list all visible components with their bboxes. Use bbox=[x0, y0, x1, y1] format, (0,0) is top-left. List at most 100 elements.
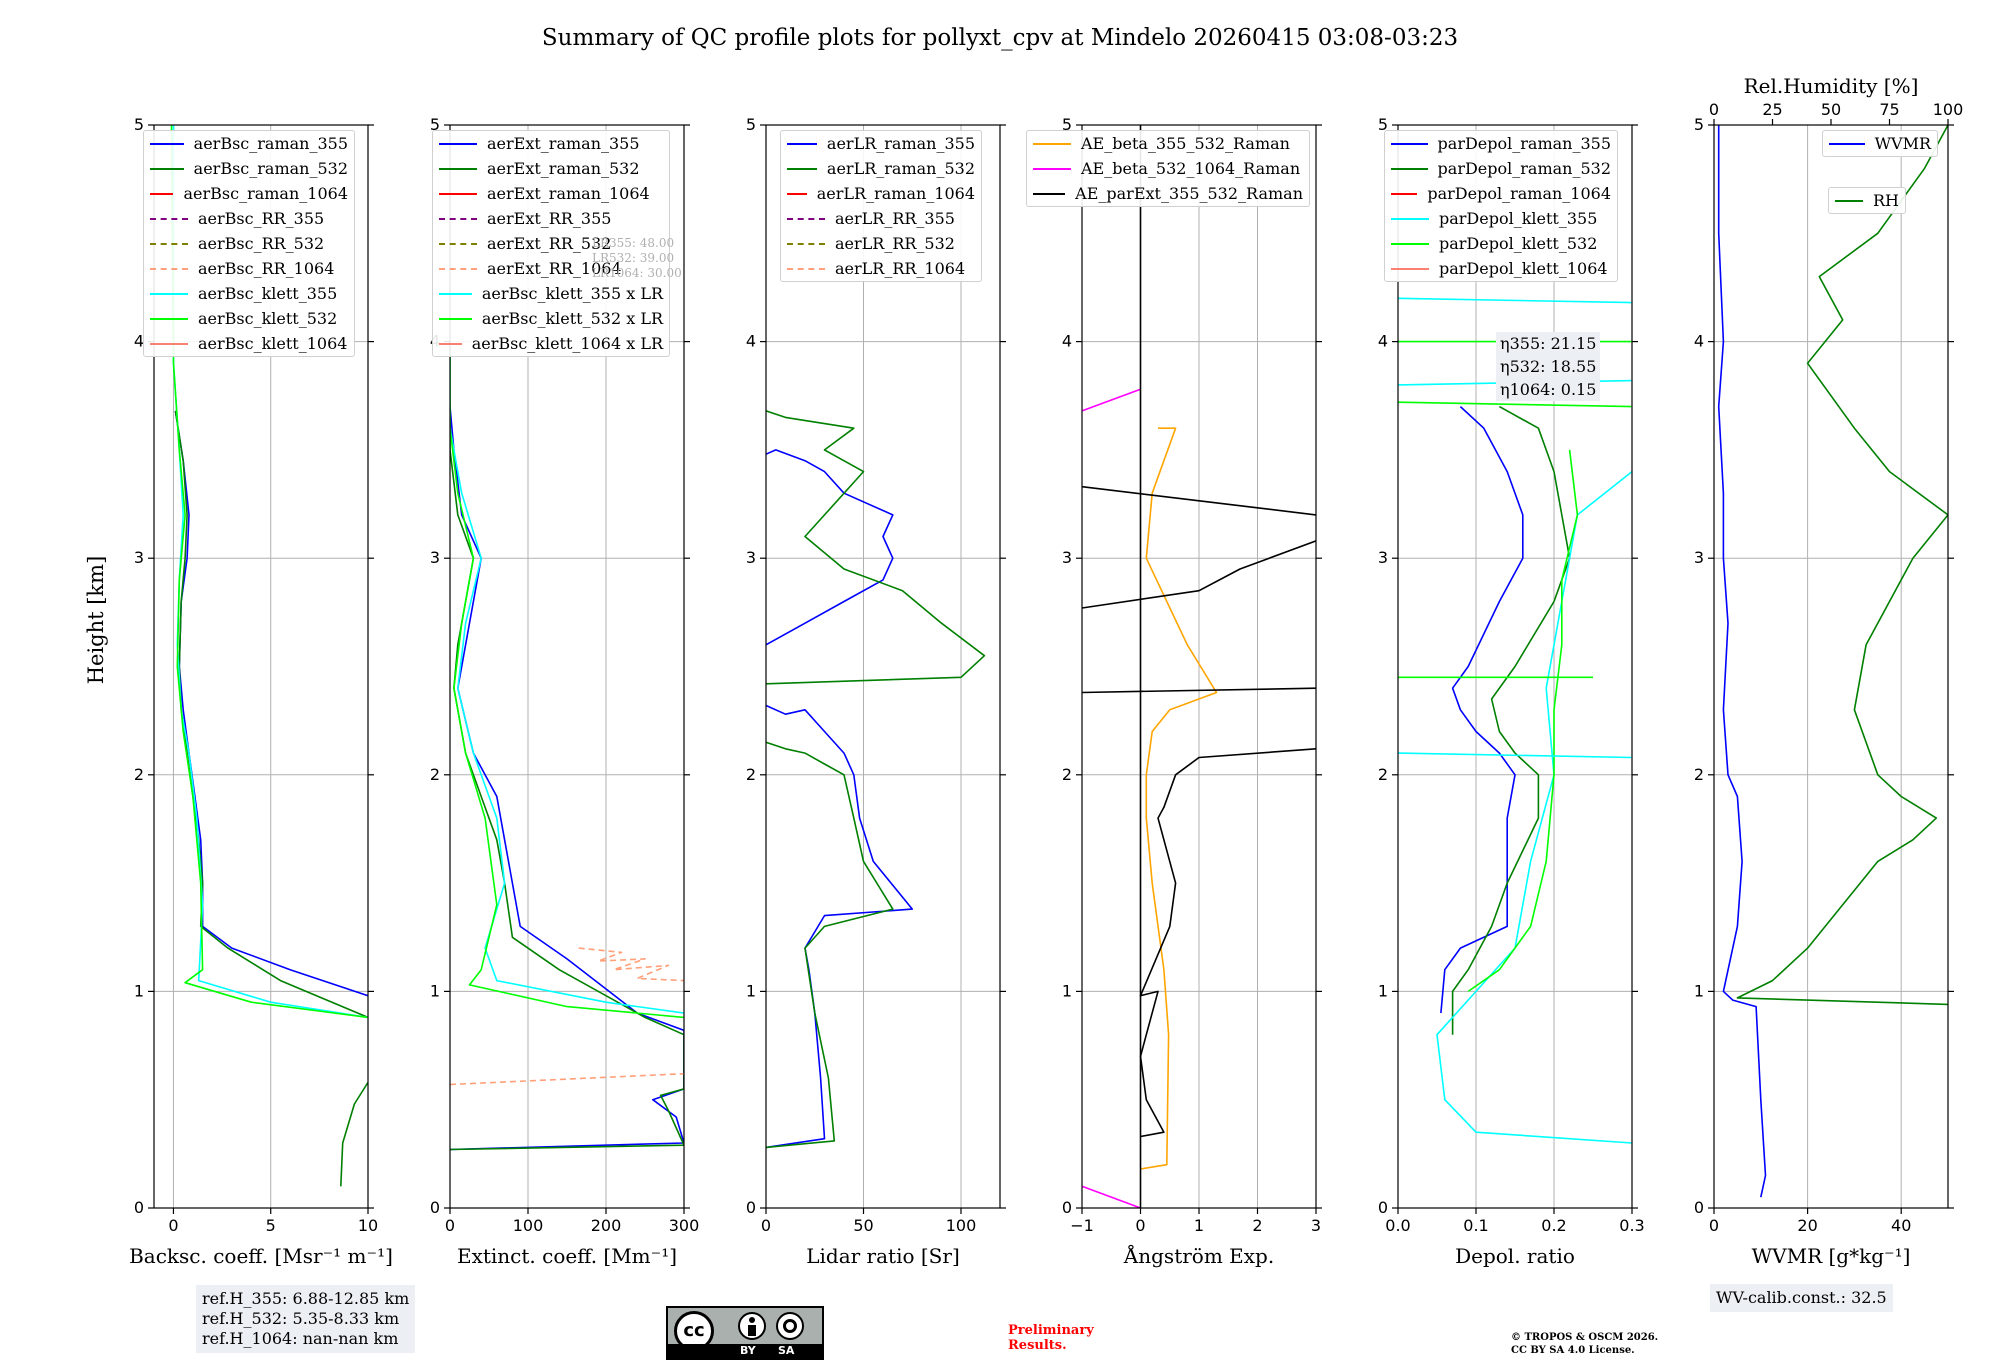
x-axis-label: Backsc. coeff. [Msr⁻¹ m⁻¹] bbox=[129, 1244, 393, 1268]
legend-rh: RH bbox=[1828, 187, 1906, 214]
legend-swatch bbox=[787, 267, 825, 270]
legend-swatch bbox=[439, 292, 472, 295]
x-tick-label: 2 bbox=[1252, 1216, 1262, 1235]
series-RH bbox=[1736, 125, 1948, 1006]
legend-label: aerExt_RR_532 bbox=[487, 234, 612, 253]
x-tick-label: 1 bbox=[1194, 1216, 1204, 1235]
legend-swatch bbox=[439, 167, 477, 170]
x-axis-label: Ångström Exp. bbox=[1123, 1243, 1274, 1268]
series-aerExt_raman_532 bbox=[450, 406, 684, 1151]
legend-swatch bbox=[439, 242, 477, 245]
y-tick-label: 0 bbox=[1694, 1198, 1704, 1217]
lr-label-1064: LR1064: 30.00 bbox=[592, 266, 682, 280]
y-tick-label: 3 bbox=[746, 548, 756, 567]
legend-entry: parDepol_raman_532 bbox=[1385, 156, 1617, 181]
y-tick-label: 1 bbox=[1694, 981, 1704, 1000]
series-aerBsc_raman_532 bbox=[174, 410, 368, 1019]
legend-entry: aerBsc_RR_532 bbox=[144, 231, 354, 256]
series-aerBsc_raman_355 bbox=[174, 410, 368, 997]
legend-wvmr: WVMR bbox=[1822, 130, 1938, 157]
series-parDepol_raman_355 bbox=[1440, 406, 1524, 1014]
series-aerLR_raman_532 bbox=[766, 410, 986, 685]
series-AE_beta_532_1064_Raman bbox=[1082, 1185, 1141, 1208]
series-parDepol_klett_355 bbox=[1436, 470, 1632, 1144]
legend-entry: aerBsc_RR_355 bbox=[144, 206, 354, 231]
y-tick-label: 4 bbox=[746, 332, 756, 351]
legend-entry: RH bbox=[1829, 188, 1905, 213]
legend-entry: aerBsc_klett_1064 bbox=[144, 331, 354, 356]
legend-label: aerLR_raman_532 bbox=[826, 159, 975, 178]
legend-label: aerLR_RR_355 bbox=[835, 209, 955, 228]
x-tick-label: 0.2 bbox=[1541, 1216, 1566, 1235]
legend-label: AE_parExt_355_532_Raman bbox=[1075, 184, 1303, 203]
legend-entry: aerBsc_klett_355 bbox=[144, 281, 354, 306]
x-tick-label: 0.0 bbox=[1385, 1216, 1410, 1235]
y-tick-label: 2 bbox=[1378, 765, 1388, 784]
legend-label: aerExt_raman_355 bbox=[487, 134, 640, 153]
series-parDepol_klett_355 bbox=[1398, 297, 1632, 304]
legend-swatch bbox=[150, 267, 188, 270]
legend-swatch bbox=[787, 142, 817, 145]
axes-frame bbox=[449, 124, 685, 1209]
legend-entry: aerLR_RR_1064 bbox=[781, 256, 981, 281]
legend-label: aerExt_RR_355 bbox=[487, 209, 612, 228]
x-tick-label: 0.1 bbox=[1463, 1216, 1488, 1235]
series-parDepol_klett_355 bbox=[1398, 752, 1632, 759]
legend-label: aerLR_raman_355 bbox=[826, 134, 975, 153]
eta-labels: η355: 21.15 η532: 18.55 η1064: 0.15 bbox=[1496, 332, 1601, 401]
legend-depolarization: parDepol_raman_355 parDepol_raman_532 parD… bbox=[1384, 130, 1618, 282]
legend-label: parDepol_raman_1064 bbox=[1427, 184, 1611, 203]
y-tick-label: 3 bbox=[1694, 548, 1704, 567]
legend-swatch bbox=[439, 342, 462, 345]
legend-entry: aerExt_RR_532 bbox=[433, 231, 669, 256]
legend-label: aerBsc_raman_355 bbox=[193, 134, 348, 153]
legend-angstrom: AE_beta_355_532_Raman AE_beta_532_1064_Ra… bbox=[1026, 130, 1310, 207]
legend-swatch bbox=[787, 192, 807, 195]
legend-swatch bbox=[439, 192, 477, 195]
legend-label: aerBsc_klett_355 bbox=[198, 284, 338, 303]
legend-entry: parDepol_raman_355 bbox=[1385, 131, 1617, 156]
y-tick-label: 4 bbox=[1378, 332, 1388, 351]
series-AE_beta_355_532_Raman bbox=[1140, 427, 1218, 1170]
legend-swatch bbox=[1391, 242, 1429, 245]
legend-entry: aerLR_raman_532 bbox=[781, 156, 981, 181]
legend-label: aerBsc_klett_532 x LR bbox=[481, 309, 663, 328]
legend-swatch bbox=[439, 317, 472, 320]
reference-height-box: ref.H_355: 6.88-12.85 km ref.H_532: 5.35… bbox=[196, 1285, 416, 1353]
series-AE_beta_532_1064_Raman bbox=[1082, 388, 1141, 412]
legend-swatch bbox=[1033, 142, 1071, 145]
y-tick-label: 1 bbox=[1378, 981, 1388, 1000]
series-aerLR_raman_355 bbox=[766, 449, 894, 646]
axes-frame bbox=[1397, 124, 1633, 1209]
top-x-axis-label: Rel.Humidity [%] bbox=[1744, 74, 1919, 98]
series-aerExt_RR_1064 bbox=[578, 947, 684, 982]
series-aerBsc_klett_355 x LR bbox=[450, 341, 684, 1014]
y-tick-label: 1 bbox=[430, 981, 440, 1000]
legend-swatch bbox=[1829, 142, 1865, 145]
legend-label: aerBsc_raman_1064 bbox=[183, 184, 348, 203]
top-x-tick-label: 50 bbox=[1821, 100, 1841, 119]
series-group bbox=[766, 410, 986, 1149]
legend-swatch bbox=[439, 267, 477, 270]
legend-swatch bbox=[1033, 192, 1066, 195]
legend-swatch bbox=[150, 242, 188, 245]
legend-label: aerBsc_raman_532 bbox=[193, 159, 348, 178]
top-x-tick-label: 0 bbox=[1709, 100, 1719, 119]
legend-label: aerExt_raman_1064 bbox=[487, 184, 650, 203]
series-parDepol_klett_532 bbox=[1398, 401, 1632, 408]
legend-swatch bbox=[150, 342, 188, 345]
panel-depolarization: 0.0 0.1 0.2 0.3 0 1 2 3 4 5 Depol. ratio bbox=[1378, 115, 1645, 1268]
legend-label: parDepol_raman_532 bbox=[1437, 159, 1611, 178]
ref-height-532: ref.H_532: 5.35-8.33 km bbox=[202, 1309, 400, 1328]
legend-entry: aerBsc_raman_355 bbox=[144, 131, 354, 156]
legend-entry: aerBsc_klett_532 x LR bbox=[433, 306, 669, 331]
legend-label: parDepol_klett_355 bbox=[1439, 209, 1598, 228]
y-tick-label: 5 bbox=[430, 115, 440, 134]
x-axis-label: WVMR [g*kg⁻¹] bbox=[1752, 1244, 1911, 1268]
legend-label: aerBsc_RR_1064 bbox=[198, 259, 335, 278]
cc-license-badge[interactable]: cc BY SA bbox=[666, 1306, 824, 1360]
y-tick-label: 0 bbox=[134, 1198, 144, 1217]
legend-entry: aerExt_raman_355 bbox=[433, 131, 669, 156]
x-tick-label: 5 bbox=[266, 1216, 276, 1235]
